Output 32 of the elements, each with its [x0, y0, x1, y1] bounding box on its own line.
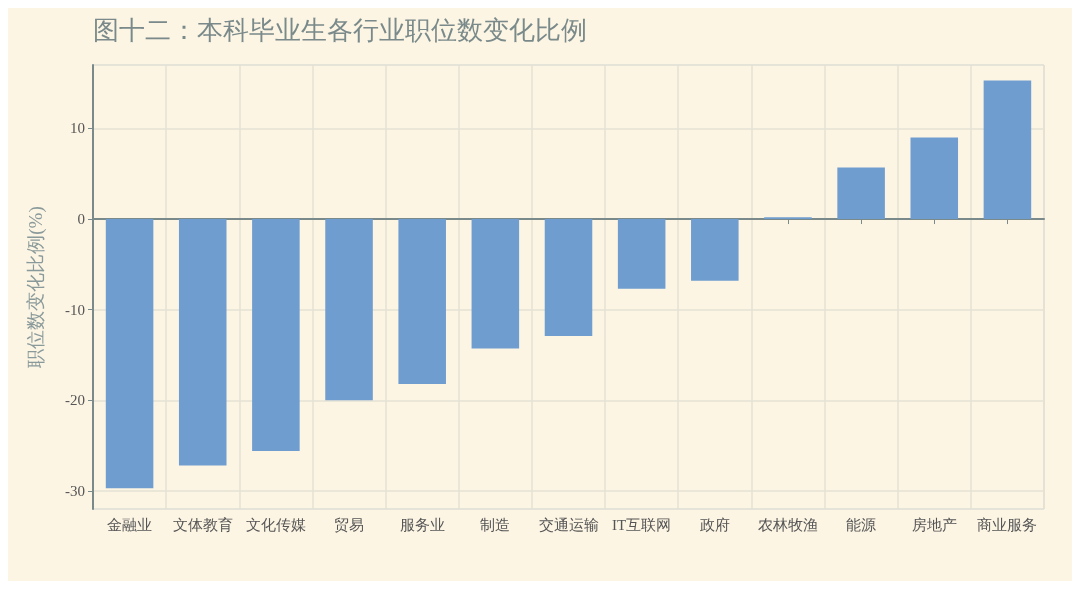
- x-tick-label: 金融业: [107, 516, 153, 533]
- y-tick-label: -20: [65, 392, 85, 409]
- y-tick-label: -30: [65, 482, 85, 499]
- x-tick-label: 制造: [480, 516, 511, 533]
- bar: [691, 219, 739, 281]
- x-tick-label: 贸易: [334, 516, 365, 533]
- y-axis-title: 职位数变化比例(%): [25, 206, 47, 368]
- x-tick-label: 文化传媒: [245, 516, 306, 533]
- y-tick-label: 0: [77, 211, 85, 228]
- x-tick-label: 交通运输: [538, 516, 599, 533]
- bar: [910, 137, 959, 220]
- bar: [178, 219, 227, 466]
- x-tick-label: 能源: [846, 516, 877, 533]
- x-tick-label: 服务业: [399, 516, 445, 533]
- bar: [105, 219, 154, 489]
- y-tick-label: -10: [65, 301, 85, 318]
- bar: [325, 219, 373, 401]
- x-tick-label: 文体教育: [172, 516, 233, 533]
- x-tick-label: 商业服务: [977, 516, 1038, 533]
- bar: [398, 219, 446, 384]
- x-tick-label: 房地产: [911, 516, 957, 533]
- chart-title: 图十二：本科毕业生各行业职位数变化比例: [93, 15, 587, 45]
- bar: [252, 219, 300, 452]
- bar: [544, 219, 593, 336]
- bar: [617, 219, 666, 289]
- x-tick-label: 政府: [699, 516, 730, 533]
- bar: [837, 167, 885, 220]
- y-tick-label: 10: [70, 120, 85, 137]
- bar: [983, 80, 1032, 220]
- x-tick-label: IT互联网: [612, 516, 672, 533]
- x-tick-label: 农林牧渔: [757, 516, 818, 533]
- bar: [471, 219, 520, 349]
